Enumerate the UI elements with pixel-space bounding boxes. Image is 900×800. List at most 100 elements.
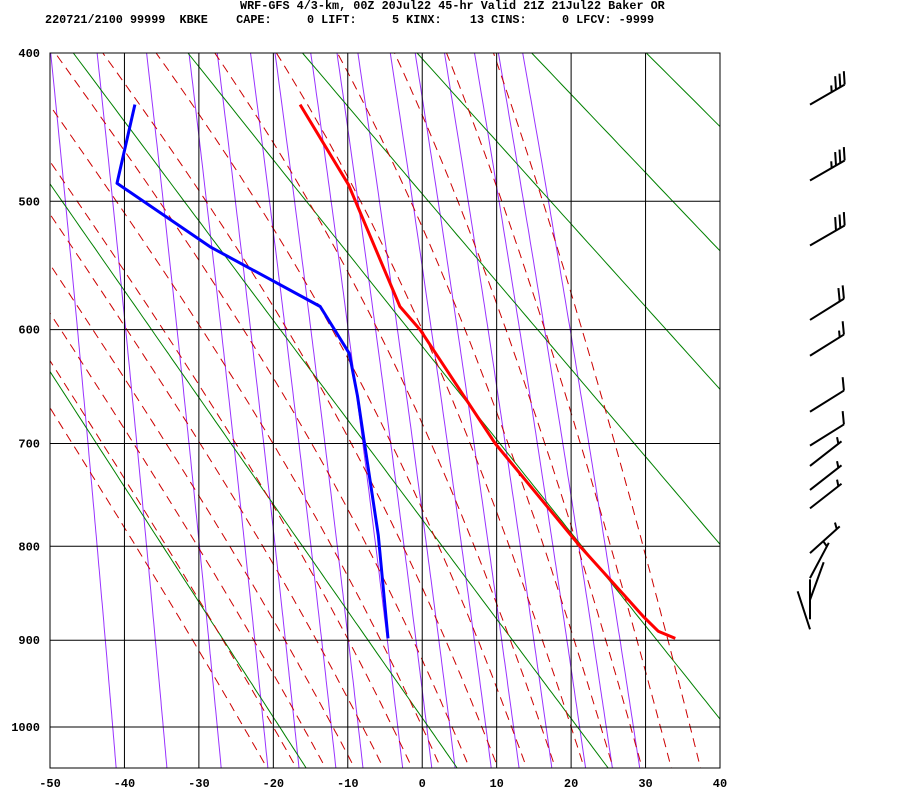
- x-tick-label: 20: [564, 777, 578, 791]
- mixing-ratio-line: [443, 53, 553, 768]
- y-tick-label: 400: [18, 47, 40, 61]
- barb-full: [837, 287, 841, 302]
- barb-half: [822, 540, 828, 547]
- barb-staff: [809, 561, 825, 601]
- y-tick-label: 1000: [11, 721, 40, 735]
- barb-full: [841, 285, 845, 299]
- profiles: [115, 103, 676, 640]
- mixing-ratio-line: [274, 53, 364, 768]
- barb-staff: [809, 464, 843, 491]
- moist-adiabat-line: [50, 263, 356, 768]
- wind-barb: [809, 212, 846, 247]
- moist-adiabat-line: [214, 53, 556, 768]
- chart-title: WRF-GFS 4/3-km, 00Z 20Jul22 45-hr Valid …: [240, 0, 665, 13]
- y-tick-label: 700: [18, 437, 40, 451]
- x-tick-label: -20: [263, 777, 285, 791]
- barb-staff: [809, 542, 830, 579]
- barb-full: [841, 321, 845, 335]
- barb-staff: [809, 525, 841, 554]
- barb-full: [834, 152, 837, 166]
- mixing-ratio-line: [357, 53, 456, 768]
- barb-staff: [809, 423, 845, 447]
- wind-barbs: [796, 71, 846, 630]
- wind-barb: [809, 377, 845, 413]
- mixing-ratio-line: [473, 53, 587, 768]
- wind-barb: [809, 479, 843, 510]
- barb-staff: [809, 389, 845, 413]
- barb-half: [834, 522, 838, 530]
- y-tick-label: 600: [18, 324, 40, 338]
- mixing-ratio-line: [50, 53, 117, 768]
- dry-adiabat-line: [301, 53, 720, 546]
- y-tick-label: 500: [18, 195, 40, 209]
- dry-adiabat-line: [50, 183, 458, 768]
- mixing-ratio-line: [249, 53, 337, 768]
- mixing-ratio-line: [96, 53, 168, 768]
- kinx-value: 13: [469, 13, 485, 27]
- grid: [49, 52, 721, 769]
- mixing-ratio-line: [522, 53, 641, 768]
- mixing-ratio-line: [389, 53, 492, 768]
- barb-half: [836, 479, 840, 487]
- cape-label: CAPE:: [236, 13, 272, 27]
- mixing-ratio-line: [146, 53, 222, 768]
- y-tick-label: 800: [18, 540, 40, 554]
- moist-adiabat-line: [393, 53, 643, 768]
- cins-label: CINS:: [491, 13, 527, 27]
- x-tick-label: 0: [419, 777, 426, 791]
- temperature-line: [298, 103, 676, 640]
- barb-full: [842, 147, 846, 161]
- axis-labels: -50 -40 -30 -20 -10 0 10 20 30 40 400 500 600 700 800 9…: [11, 47, 727, 791]
- dry-adiabat-line: [187, 53, 720, 720]
- barb-staff: [809, 333, 845, 357]
- moist-adiabat-line: [50, 406, 268, 768]
- moist-adiabat-line: [102, 53, 499, 768]
- barb-half: [836, 436, 840, 444]
- moist-adiabat-line: [50, 359, 297, 768]
- moist-adiabat-line: [275, 53, 585, 768]
- x-tick-label: 10: [489, 777, 503, 791]
- wind-barb: [809, 540, 830, 579]
- wind-barb: [809, 436, 843, 467]
- wind-barb: [809, 460, 843, 491]
- moist-adiabat-line: [50, 104, 442, 768]
- wind-barb: [809, 71, 846, 106]
- mixing-ratio-line: [497, 53, 613, 768]
- barb-full: [842, 71, 846, 85]
- wind-barb: [796, 591, 811, 630]
- dry-adiabat-line: [744, 37, 900, 776]
- lift-value: 5: [391, 13, 400, 27]
- moist-adiabat-line: [54, 53, 470, 768]
- lfcv-value: -9999: [618, 13, 655, 27]
- moist-adiabat-line: [50, 160, 413, 768]
- barb-staff: [809, 83, 846, 106]
- barb-full: [842, 212, 846, 226]
- barb-full: [834, 217, 837, 231]
- barb-full: [834, 76, 837, 90]
- barb-staff: [796, 591, 811, 630]
- mixing-ratio-line: [188, 53, 269, 768]
- barb-staff: [809, 297, 845, 321]
- wind-barb: [809, 410, 845, 447]
- moist-adiabat-line: [445, 53, 672, 768]
- station-info: 220721/2100 99999 KBKE: [45, 13, 208, 27]
- barb-half: [836, 460, 840, 468]
- barb-full: [838, 149, 842, 164]
- barb-staff: [809, 224, 846, 247]
- mixing-ratio-line: [216, 53, 300, 768]
- x-tick-label: -40: [114, 777, 136, 791]
- wind-barb: [809, 522, 841, 554]
- dry-adiabat-line: [72, 53, 609, 768]
- y-tick-label: 900: [18, 634, 40, 648]
- x-tick-label: 30: [638, 777, 652, 791]
- wind-barb: [809, 147, 846, 182]
- barb-staff: [809, 482, 843, 510]
- wind-barb: [809, 321, 845, 357]
- wind-barb: [809, 561, 825, 601]
- barb-full: [838, 214, 842, 229]
- kinx-label: KINX:: [406, 13, 442, 27]
- x-tick-label: -50: [39, 777, 61, 791]
- moist-adiabat-line: [50, 213, 385, 768]
- moist-adiabat-line: [492, 53, 702, 768]
